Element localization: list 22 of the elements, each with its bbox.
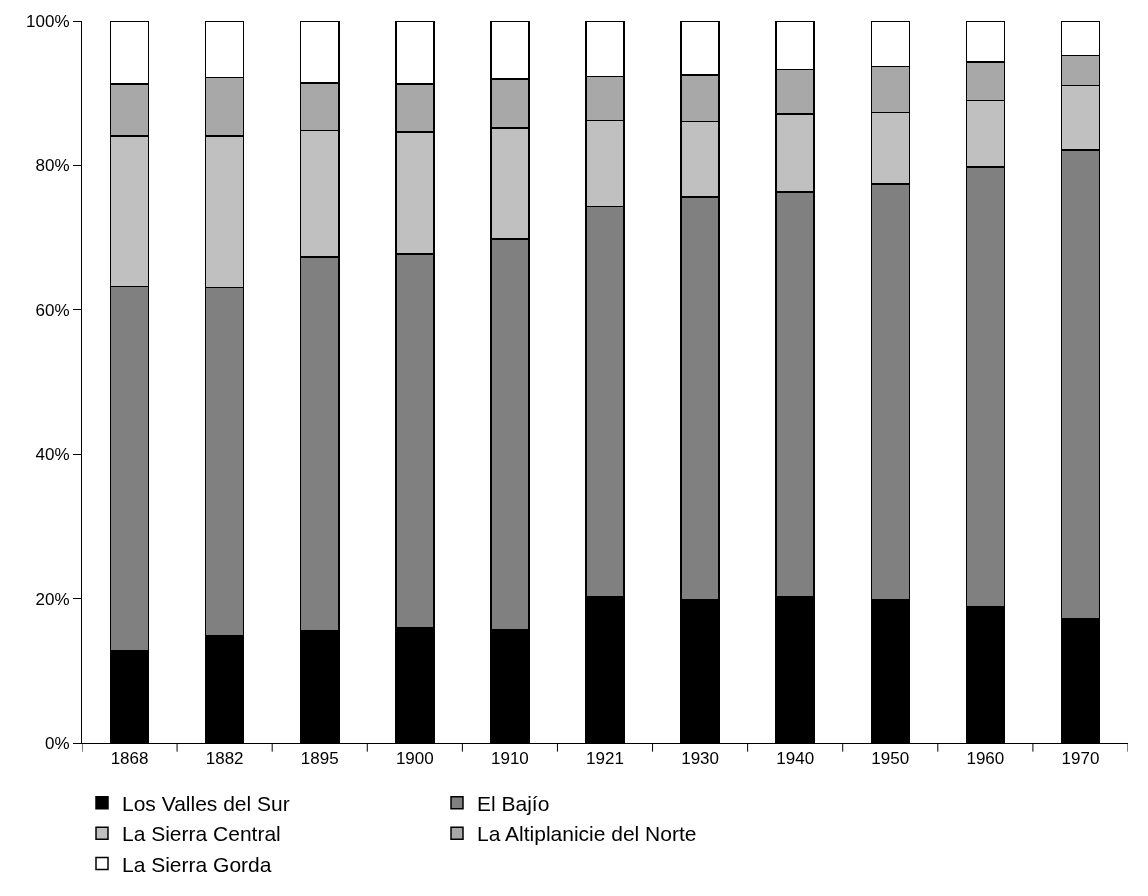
y-tick-label: 40%: [35, 445, 70, 465]
y-tick-label: 100%: [26, 11, 70, 31]
y-tick-label: 80%: [35, 156, 70, 176]
y-tick-label: 20%: [35, 589, 70, 609]
x-tick-label: 1895: [300, 749, 339, 769]
x-tick-label: 1868: [110, 749, 149, 769]
x-tick-label: 1950: [871, 749, 910, 769]
y-tick-label: 60%: [35, 300, 70, 320]
x-tick-label: 1910: [491, 749, 529, 769]
y-tick-label: 0%: [45, 733, 70, 753]
x-tick-label: 1940: [776, 749, 815, 769]
legend-label: La Altiplanicie del Norte: [477, 822, 697, 846]
x-tick-label: 1930: [681, 749, 719, 769]
legend-label: Los Valles del Sur: [122, 792, 290, 816]
legend-label: La Sierra Central: [122, 822, 281, 846]
x-tick-label: 1970: [1061, 749, 1100, 769]
x-tick-label: 1900: [395, 749, 434, 769]
legend-label: El Bajío: [477, 792, 550, 816]
legend-label: La Sierra Gorda: [122, 852, 272, 876]
x-tick-label: 1960: [966, 749, 1005, 769]
x-tick-label: 1882: [205, 749, 244, 769]
x-tick-label: 1921: [586, 749, 624, 769]
